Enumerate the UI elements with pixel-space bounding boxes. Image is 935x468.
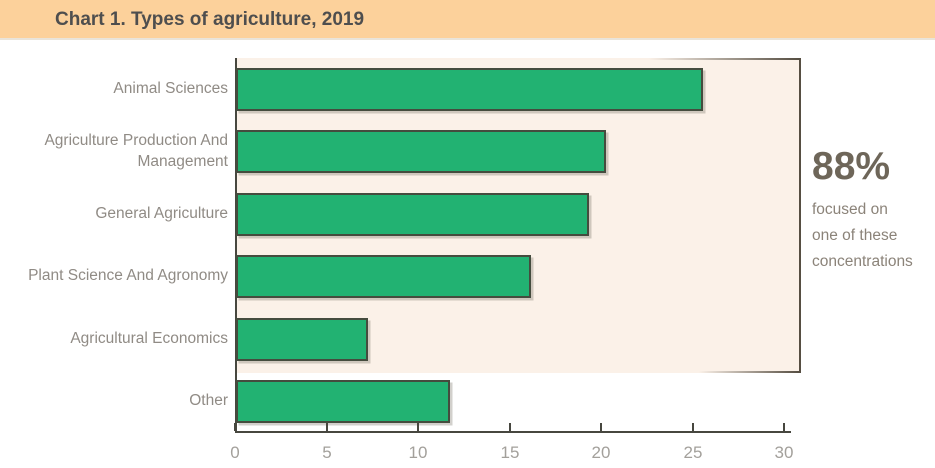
x-axis-tick-25 bbox=[692, 423, 694, 431]
x-axis-tick-label-15: 15 bbox=[500, 443, 520, 462]
bar-other bbox=[236, 380, 450, 423]
category-label-agricultural-economics: Agricultural Economics bbox=[70, 330, 228, 348]
x-axis-tick-0 bbox=[234, 423, 236, 431]
y-axis-line bbox=[235, 58, 237, 433]
category-label-general-agriculture: General Agriculture bbox=[95, 205, 228, 223]
x-axis-tick-5 bbox=[326, 423, 328, 431]
x-axis-tick-10 bbox=[417, 423, 419, 431]
category-label-agriculture-production-and-management: Agriculture Production And Management bbox=[44, 132, 228, 170]
bar-plant-science-and-agronomy bbox=[236, 255, 531, 298]
annotation-caption-line: focused on bbox=[812, 200, 888, 218]
chart-title: Chart 1. Types of agriculture, 2019 bbox=[55, 9, 365, 30]
annotation-caption-line: one of these bbox=[812, 226, 898, 244]
x-axis-tick-label-25: 25 bbox=[683, 443, 703, 462]
annotation-block: 88% focused on one of these concentratio… bbox=[812, 145, 935, 275]
category-label-animal-sciences: Animal Sciences bbox=[113, 80, 228, 98]
bar-agriculture-production-and-management bbox=[236, 130, 606, 173]
bar-animal-sciences bbox=[236, 68, 703, 111]
bar-agricultural-economics bbox=[236, 318, 368, 361]
x-axis-line bbox=[235, 431, 791, 433]
x-axis-tick-label-0: 0 bbox=[230, 443, 240, 462]
annotation-caption-line: concentrations bbox=[812, 252, 913, 270]
x-axis-tick-30 bbox=[783, 423, 785, 431]
x-axis-tick-20 bbox=[600, 423, 602, 431]
bar-general-agriculture bbox=[236, 193, 589, 236]
x-axis-tick-label-20: 20 bbox=[591, 443, 611, 462]
x-axis-tick-label-30: 30 bbox=[774, 443, 794, 462]
category-label-other: Other bbox=[189, 392, 228, 410]
x-axis-tick-15 bbox=[509, 423, 511, 431]
x-axis-tick-label-5: 5 bbox=[322, 443, 332, 462]
x-axis-tick-label-10: 10 bbox=[408, 443, 428, 462]
category-label-plant-science-and-agronomy: Plant Science And Agronomy bbox=[28, 267, 228, 285]
annotation-value: 88% bbox=[812, 145, 891, 188]
chart-title-banner: Chart 1. Types of agriculture, 2019 bbox=[0, 0, 935, 40]
